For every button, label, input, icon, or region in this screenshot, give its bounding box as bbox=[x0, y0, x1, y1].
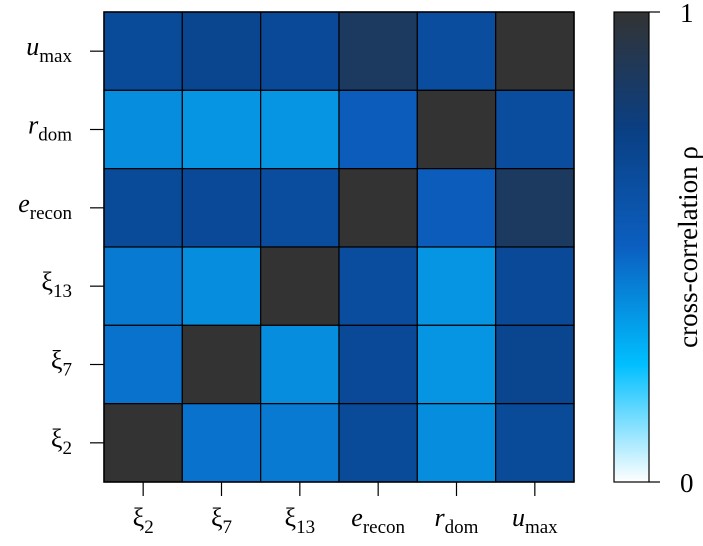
y-tick-label: ξ2 bbox=[51, 424, 72, 459]
heatmap-cell bbox=[103, 403, 183, 483]
heatmap-cell bbox=[181, 403, 262, 483]
x-tick-label: erecon bbox=[351, 503, 405, 538]
heatmap-cell bbox=[103, 168, 183, 248]
y-tick-label: ξ13 bbox=[41, 267, 72, 302]
heatmap-cell bbox=[260, 324, 340, 405]
y-tick-label: ξ7 bbox=[51, 346, 72, 381]
x-tick-label: rdom bbox=[435, 503, 479, 538]
heatmap-cell bbox=[495, 11, 575, 91]
colorbar-tick-label-min: 0 bbox=[680, 468, 694, 498]
x-tick-label: umax bbox=[512, 503, 558, 538]
heatmap-cell bbox=[338, 89, 418, 170]
colorbar-label: cross-correlation ρ bbox=[673, 146, 703, 348]
colorbar-tick-label-max: 1 bbox=[680, 0, 694, 28]
x-axis-ticks: ξ2 ξ7 ξ13 erecon rdom umax bbox=[133, 482, 558, 538]
x-tick-label: ξ7 bbox=[211, 503, 232, 538]
heatmap-cell bbox=[181, 89, 262, 170]
heatmap-cell bbox=[103, 89, 183, 170]
heatmap-cell bbox=[495, 168, 575, 248]
heatmap-cell bbox=[260, 403, 340, 483]
heatmap-cell bbox=[338, 403, 418, 483]
heatmap-cell bbox=[103, 11, 183, 91]
heatmap-cell bbox=[495, 403, 575, 483]
heatmap-cell bbox=[103, 324, 183, 405]
heatmap-cell bbox=[338, 11, 418, 91]
heatmap-cell bbox=[181, 324, 262, 405]
y-tick-label: rdom bbox=[28, 111, 72, 146]
heatmap-cell bbox=[495, 324, 575, 405]
heatmap-cell bbox=[416, 246, 497, 326]
heatmap-cell bbox=[103, 246, 183, 326]
heatmap-cell bbox=[181, 11, 262, 91]
y-tick-label: erecon bbox=[18, 189, 72, 224]
heatmap-cell bbox=[181, 168, 262, 248]
y-axis-ticks: umax rdom erecon ξ13 ξ7 ξ2 bbox=[18, 32, 104, 459]
heatmap-cell bbox=[495, 89, 575, 170]
heatmap-cell bbox=[338, 168, 418, 248]
heatmap-cells bbox=[103, 11, 575, 483]
heatmap-cell bbox=[416, 89, 497, 170]
heatmap-cell bbox=[416, 168, 497, 248]
heatmap-cell bbox=[416, 403, 497, 483]
heatmap-cell bbox=[181, 246, 262, 326]
heatmap-cell bbox=[338, 246, 418, 326]
heatmap-cell bbox=[260, 246, 340, 326]
heatmap-cell bbox=[416, 11, 497, 91]
plot-frame bbox=[103, 11, 575, 483]
heatmap-cell bbox=[416, 324, 497, 405]
colorbar bbox=[613, 11, 650, 483]
heatmap-cell bbox=[260, 11, 340, 91]
heatmap-cell bbox=[338, 324, 418, 405]
heatmap-cell bbox=[260, 168, 340, 248]
x-tick-label: ξ13 bbox=[285, 503, 316, 538]
heatmap-cell bbox=[495, 246, 575, 326]
heatmap-cell bbox=[260, 89, 340, 170]
x-tick-label: ξ2 bbox=[133, 503, 154, 538]
y-tick-label: umax bbox=[26, 32, 72, 67]
